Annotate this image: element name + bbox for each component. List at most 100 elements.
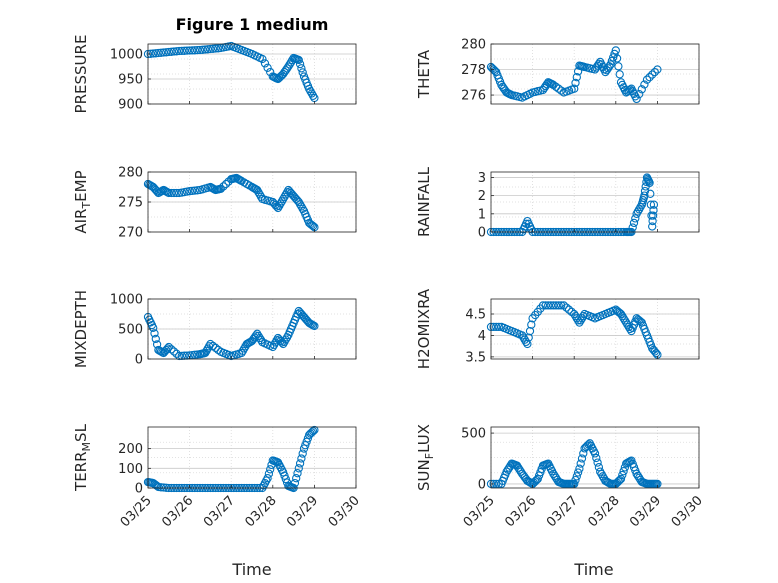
y-tick-label: 0 [135, 482, 143, 497]
data-point [633, 471, 643, 480]
data-point [635, 89, 644, 99]
data-point [203, 344, 212, 353]
data-point [156, 48, 166, 57]
axes-box [490, 426, 700, 489]
data-point [620, 463, 630, 472]
data-point [156, 483, 166, 492]
y-axis-label: RAINFALL [415, 166, 433, 237]
data-point [163, 344, 172, 353]
subplot-sun: 0 500 03/25 03/26 03/27 03/28 03/29 03/30 SUNFLU… [415, 424, 706, 530]
data-point [150, 329, 159, 338]
data-point [590, 449, 600, 458]
data-point [648, 216, 657, 226]
subplot-terr: 0 100 200 03/25 03/26 03/27 03/28 03/29 03/30 TER… [72, 423, 363, 530]
y-tick-label: 1000 [110, 48, 143, 63]
data-point [531, 477, 540, 486]
x-tick-label: 03/28 [243, 493, 280, 530]
y-tick-label: 100 [118, 462, 143, 477]
x-tick-label: 03/28 [586, 493, 623, 530]
data-point [216, 184, 225, 193]
data-point [573, 468, 583, 477]
data-point [264, 469, 274, 478]
data-point [177, 351, 186, 361]
data-point [594, 463, 604, 472]
data-point [253, 329, 262, 338]
data-series [143, 41, 319, 103]
data-point [564, 305, 574, 314]
axes-box [490, 298, 700, 360]
data-point [167, 345, 176, 354]
data-point [180, 46, 189, 55]
data-point [515, 465, 524, 474]
data-point [294, 55, 303, 65]
data-point [298, 68, 307, 77]
data-point [618, 470, 627, 480]
data-point [633, 207, 643, 216]
data-point [645, 178, 654, 188]
data-point [614, 477, 623, 486]
data-point [279, 194, 288, 204]
data-point [273, 203, 283, 213]
data-point [609, 53, 618, 62]
data-point [182, 46, 192, 55]
subplot-pressure: 900 950 1000 PRESSURE [72, 35, 357, 113]
data-point [284, 62, 293, 71]
y-tick-label: 500 [118, 323, 143, 338]
data-point [649, 200, 659, 209]
data-point [279, 339, 288, 349]
data-point [651, 348, 661, 358]
data-point [310, 425, 319, 435]
figure-title: Figure 1 medium [176, 15, 329, 34]
data-point [175, 351, 184, 361]
data-point [640, 191, 649, 200]
data-point [619, 314, 628, 323]
y-axis-label: SUNFLUX [415, 424, 436, 491]
data-point [237, 348, 246, 358]
data-point [310, 321, 319, 331]
y-tick-label: 0 [135, 353, 143, 368]
data-point [208, 341, 218, 351]
data-point [159, 483, 168, 492]
data-series [143, 306, 319, 361]
subplot-theta: 276 278 280 THETA [415, 38, 700, 105]
data-point [193, 45, 202, 55]
data-point [167, 188, 176, 198]
data-point [285, 60, 294, 69]
data-point [240, 344, 249, 353]
data-point [167, 47, 176, 56]
y-tick-label: 278 [461, 63, 486, 78]
data-point [221, 179, 231, 189]
x-axis-label-right: Time [573, 560, 613, 579]
subplot-rainfall: 0 1 2 3 RAINFALL [415, 166, 700, 241]
y-tick-label: 500 [461, 427, 486, 442]
data-point [520, 335, 529, 344]
data-point [492, 322, 501, 332]
data-point [512, 461, 522, 470]
data-point [559, 301, 568, 310]
data-point [523, 339, 532, 349]
data-point [648, 70, 657, 79]
x-tick-label: 03/26 [159, 493, 196, 530]
data-point [172, 188, 181, 198]
data-point [632, 94, 641, 104]
data-point [653, 65, 662, 74]
data-point [614, 62, 623, 71]
data-point [281, 335, 290, 344]
data-point [308, 221, 318, 231]
data-point [306, 87, 315, 96]
data-point [295, 59, 305, 69]
data-point [549, 301, 558, 310]
data-point [550, 471, 559, 480]
subplot-h2omixra: 3.5 4 4.5 H2OMIXRA [415, 288, 700, 369]
data-point [190, 186, 199, 195]
data-series [486, 46, 662, 104]
data-point [281, 474, 290, 484]
data-point [298, 204, 307, 213]
data-point [201, 45, 210, 54]
x-axis-label-left: Time [231, 560, 271, 579]
data-point [616, 309, 626, 319]
data-point [646, 189, 655, 198]
data-point [622, 318, 631, 327]
data-point [276, 199, 285, 208]
